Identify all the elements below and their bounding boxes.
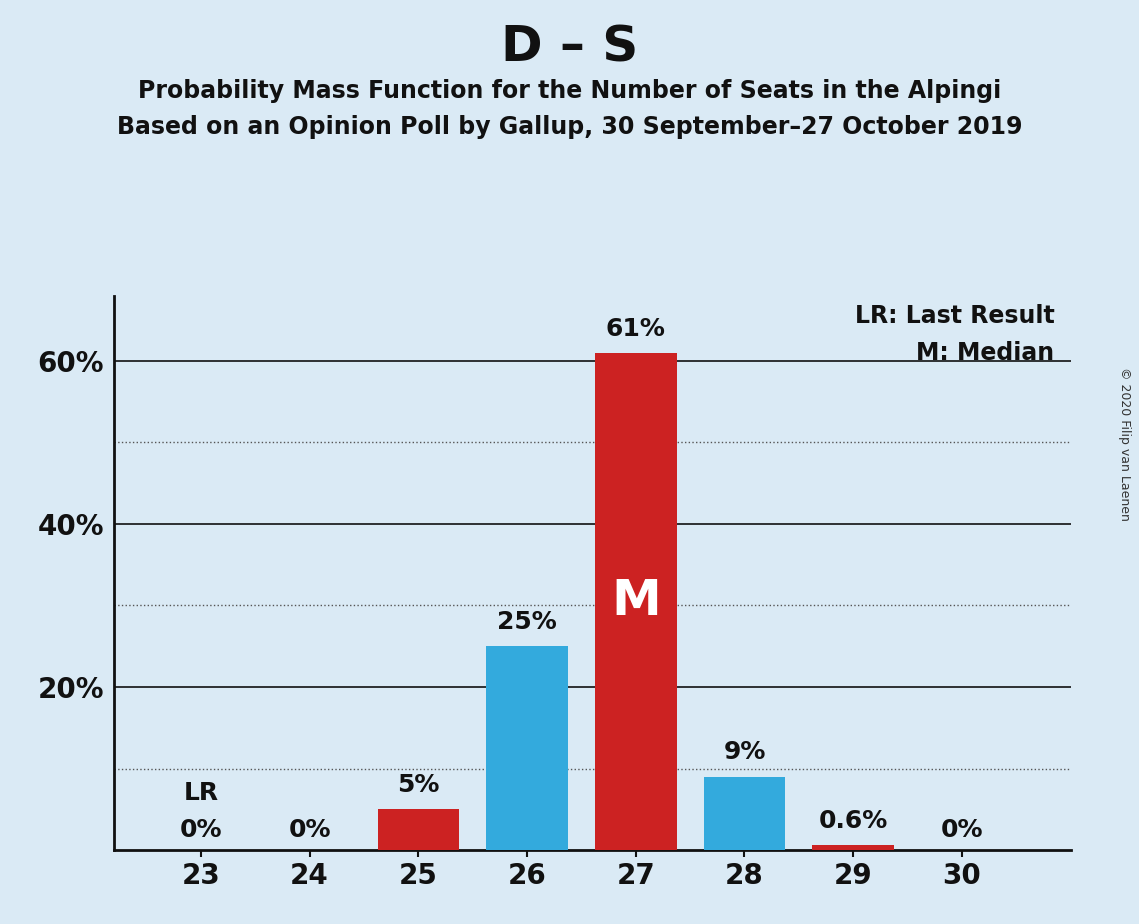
Text: Based on an Opinion Poll by Gallup, 30 September–27 October 2019: Based on an Opinion Poll by Gallup, 30 S…	[117, 115, 1022, 139]
Text: Probability Mass Function for the Number of Seats in the Alpingi: Probability Mass Function for the Number…	[138, 79, 1001, 103]
Bar	[486, 646, 568, 850]
Text: 0%: 0%	[941, 818, 983, 842]
Bar	[812, 845, 894, 850]
Bar	[704, 777, 785, 850]
Text: M: Median: M: Median	[916, 341, 1055, 365]
Text: 0.6%: 0.6%	[819, 808, 887, 833]
Text: 61%: 61%	[606, 317, 665, 341]
Text: © 2020 Filip van Laenen: © 2020 Filip van Laenen	[1117, 367, 1131, 520]
Text: 5%: 5%	[398, 773, 440, 797]
Text: 25%: 25%	[497, 610, 557, 634]
Text: LR: LR	[183, 781, 219, 805]
Text: 0%: 0%	[180, 818, 222, 842]
Text: 9%: 9%	[723, 740, 765, 764]
Text: D – S: D – S	[501, 23, 638, 71]
Text: M: M	[611, 578, 661, 626]
Bar	[377, 809, 459, 850]
Bar	[595, 353, 677, 850]
Text: 0%: 0%	[288, 818, 330, 842]
Text: LR: Last Result: LR: Last Result	[854, 304, 1055, 328]
